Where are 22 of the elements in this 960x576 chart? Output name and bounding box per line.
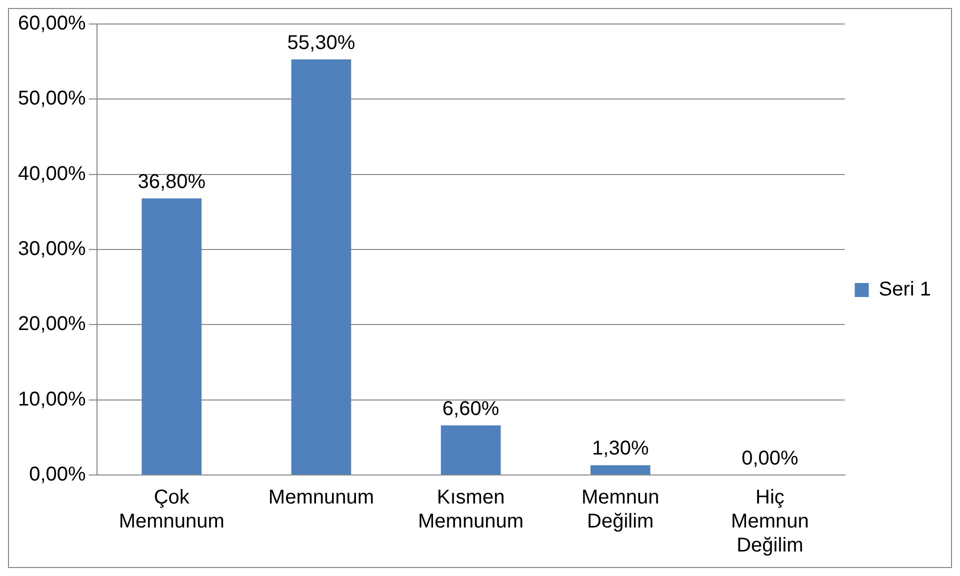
data-label: 36,80%	[138, 170, 206, 193]
bar	[440, 425, 501, 474]
x-tick-label: Kısmen Memnunum	[418, 486, 524, 533]
bar	[291, 59, 352, 474]
y-tick-label: 50,00%	[18, 88, 86, 110]
x-tick-label: Memnunum	[268, 486, 374, 509]
data-label: 55,30%	[287, 32, 356, 54]
x-tick-label: Çok Memnunum	[118, 486, 224, 533]
bar	[142, 198, 202, 474]
y-tick-label: 10,00%	[18, 388, 86, 410]
y-tick-label: 0,00%	[29, 464, 86, 486]
data-label: 1,30%	[592, 438, 649, 460]
y-tick-label: 60,00%	[18, 12, 86, 35]
x-tick-label: Hiç Memnun Değilim	[731, 486, 809, 557]
x-tick-label: Memnun Değilim	[581, 486, 660, 533]
y-tick-label: 20,00%	[18, 313, 86, 336]
bar	[590, 465, 650, 474]
data-label: 6,60%	[442, 398, 500, 420]
legend-label: Seri 1	[878, 278, 932, 301]
data-label: 0,00%	[742, 448, 799, 470]
y-tick-label: 30,00%	[18, 238, 86, 260]
y-tick-label: 40,00%	[18, 162, 86, 185]
